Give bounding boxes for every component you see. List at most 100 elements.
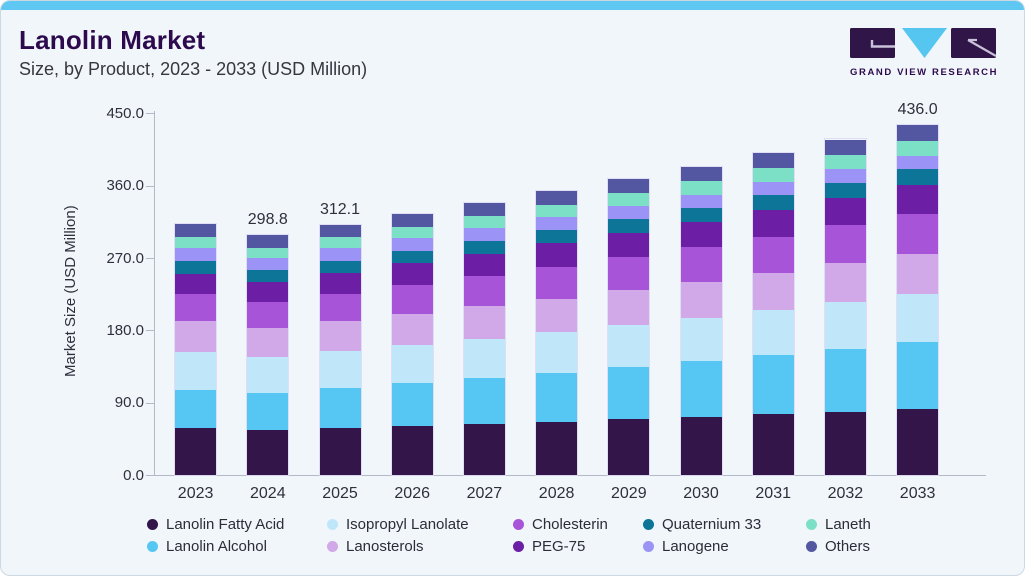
logo-triangle-icon — [902, 28, 947, 58]
bar-2030 — [680, 166, 722, 476]
bar-segment-lanogene — [897, 156, 939, 170]
x-tick-label-2032: 2032 — [827, 484, 864, 502]
legend-item-peg-75: PEG-75 — [513, 539, 643, 554]
y-tick-label: 450.0 — [106, 104, 144, 122]
bar-segment-quaternium-33 — [824, 182, 866, 198]
bar-2023 — [175, 223, 217, 476]
gvr-logo: GRAND VIEW RESEARCH — [850, 28, 999, 78]
legend-item-lanolin-alcohol: Lanolin Alcohol — [147, 539, 327, 554]
bar-segment-isopropyl-lanolate — [463, 338, 505, 379]
bar-value-label: 312.1 — [319, 200, 361, 218]
legend-label: Lanosterols — [346, 538, 424, 555]
logo-r-glyph — [967, 38, 997, 57]
legend-swatch — [643, 519, 654, 530]
bar-segment-laneth — [752, 168, 794, 183]
bar-segment-peg-75 — [897, 184, 939, 214]
bar-2026 — [391, 214, 433, 476]
legend-label: Lanolin Alcohol — [166, 538, 267, 555]
bar-segment-lanosterols — [391, 313, 433, 346]
bar-2033 — [897, 125, 939, 476]
bar-segment-lanolin-alcohol — [391, 383, 433, 426]
legend-item-laneth: Laneth — [806, 517, 871, 532]
bar-segment-others — [463, 203, 505, 217]
bar-segment-peg-75 — [247, 282, 289, 302]
bar-segment-cholesterin — [608, 257, 650, 291]
bar-segment-isopropyl-lanolate — [752, 310, 794, 356]
bar-segment-lanolin-alcohol — [752, 355, 794, 415]
bar-segment-others — [897, 125, 939, 142]
bar-value-label: 298.8 — [247, 211, 288, 229]
bar-2024 — [247, 235, 289, 476]
bar-segment-quaternium-33 — [463, 240, 505, 254]
bar-segment-lanogene — [391, 238, 433, 251]
bar-segment-laneth — [463, 216, 505, 229]
legend-item-lanosterols: Lanosterols — [327, 539, 513, 554]
bar-segment-lanosterols — [752, 272, 794, 311]
bar-value-label: 436.0 — [897, 101, 938, 119]
bar-segment-lanosterols — [897, 253, 939, 294]
legend-label: Lanogene — [662, 538, 729, 555]
logo-text: GRAND VIEW RESEARCH — [850, 67, 999, 78]
bar-segment-lanogene — [680, 194, 722, 208]
x-tick-label-2030: 2030 — [683, 484, 719, 502]
bar-segment-cholesterin — [319, 293, 361, 321]
bar-segment-lanogene — [824, 169, 866, 183]
legend-label: PEG-75 — [532, 538, 586, 555]
bar-segment-others — [536, 191, 578, 206]
bar-segment-peg-75 — [175, 273, 217, 295]
y-tick — [146, 185, 154, 187]
bar-segment-laneth — [680, 181, 722, 195]
bar-segment-quaternium-33 — [319, 260, 361, 273]
x-tick-label-2025: 2025 — [322, 484, 358, 502]
bar-segment-laneth — [536, 205, 578, 218]
bar-segment-isopropyl-lanolate — [319, 351, 361, 389]
bar-segment-lanolin-alcohol — [680, 361, 722, 417]
bar-segment-isopropyl-lanolate — [824, 302, 866, 349]
bar-segment-laneth — [608, 193, 650, 207]
bar-segment-lanogene — [463, 228, 505, 241]
x-tick-label-2023: 2023 — [177, 484, 214, 502]
bar-segment-laneth — [319, 237, 361, 249]
bar-segment-peg-75 — [608, 232, 650, 258]
y-tick — [146, 113, 154, 115]
bar-segment-laneth — [897, 141, 939, 157]
bar-2027 — [463, 203, 505, 476]
bar-segment-others — [680, 166, 722, 182]
bar-segment-lanosterols — [608, 290, 650, 326]
bar-segment-lanolin-fatty-acid — [175, 427, 217, 476]
bar-segment-lanolin-alcohol — [247, 392, 289, 430]
x-tick-label-2031: 2031 — [755, 484, 791, 502]
bar-2029 — [608, 179, 650, 476]
legend: Lanolin Fatty Acid Isopropyl Lanolate Chol… — [147, 517, 871, 554]
legend-label: Cholesterin — [532, 516, 608, 533]
bar-2028 — [536, 191, 578, 476]
legend-swatch — [513, 519, 524, 530]
bar-segment-lanolin-fatty-acid — [391, 425, 433, 476]
bar-segment-lanolin-fatty-acid — [752, 414, 794, 476]
bar-segment-isopropyl-lanolate — [608, 325, 650, 368]
y-tick-label: 0.0 — [123, 466, 144, 484]
y-tick — [146, 330, 154, 332]
bar-segment-lanolin-alcohol — [463, 378, 505, 424]
bar-segment-others — [319, 224, 361, 238]
bar-segment-others — [824, 139, 866, 155]
bar-segment-peg-75 — [824, 197, 866, 226]
bar-segment-cholesterin — [680, 247, 722, 282]
bar-segment-cholesterin — [391, 285, 433, 314]
legend-swatch — [147, 541, 158, 552]
bar-segment-others — [175, 223, 217, 237]
x-tick-label-2024: 2024 — [250, 484, 286, 502]
y-axis-line — [154, 111, 155, 476]
legend-item-lanolin-fatty-acid: Lanolin Fatty Acid — [147, 517, 327, 532]
bar-segment-isopropyl-lanolate — [391, 345, 433, 384]
x-tick-label-2029: 2029 — [611, 484, 647, 502]
bar-segment-lanogene — [752, 182, 794, 196]
bar-segment-lanogene — [175, 247, 217, 261]
legend-item-quaternium-33: Quaternium 33 — [643, 517, 806, 532]
accent-top-strip — [1, 1, 1024, 10]
bar-segment-lanogene — [608, 206, 650, 219]
bar-segment-isopropyl-lanolate — [680, 317, 722, 362]
bar-segment-cholesterin — [175, 294, 217, 322]
bar-segment-lanolin-alcohol — [897, 342, 939, 410]
bar-segment-quaternium-33 — [247, 270, 289, 283]
